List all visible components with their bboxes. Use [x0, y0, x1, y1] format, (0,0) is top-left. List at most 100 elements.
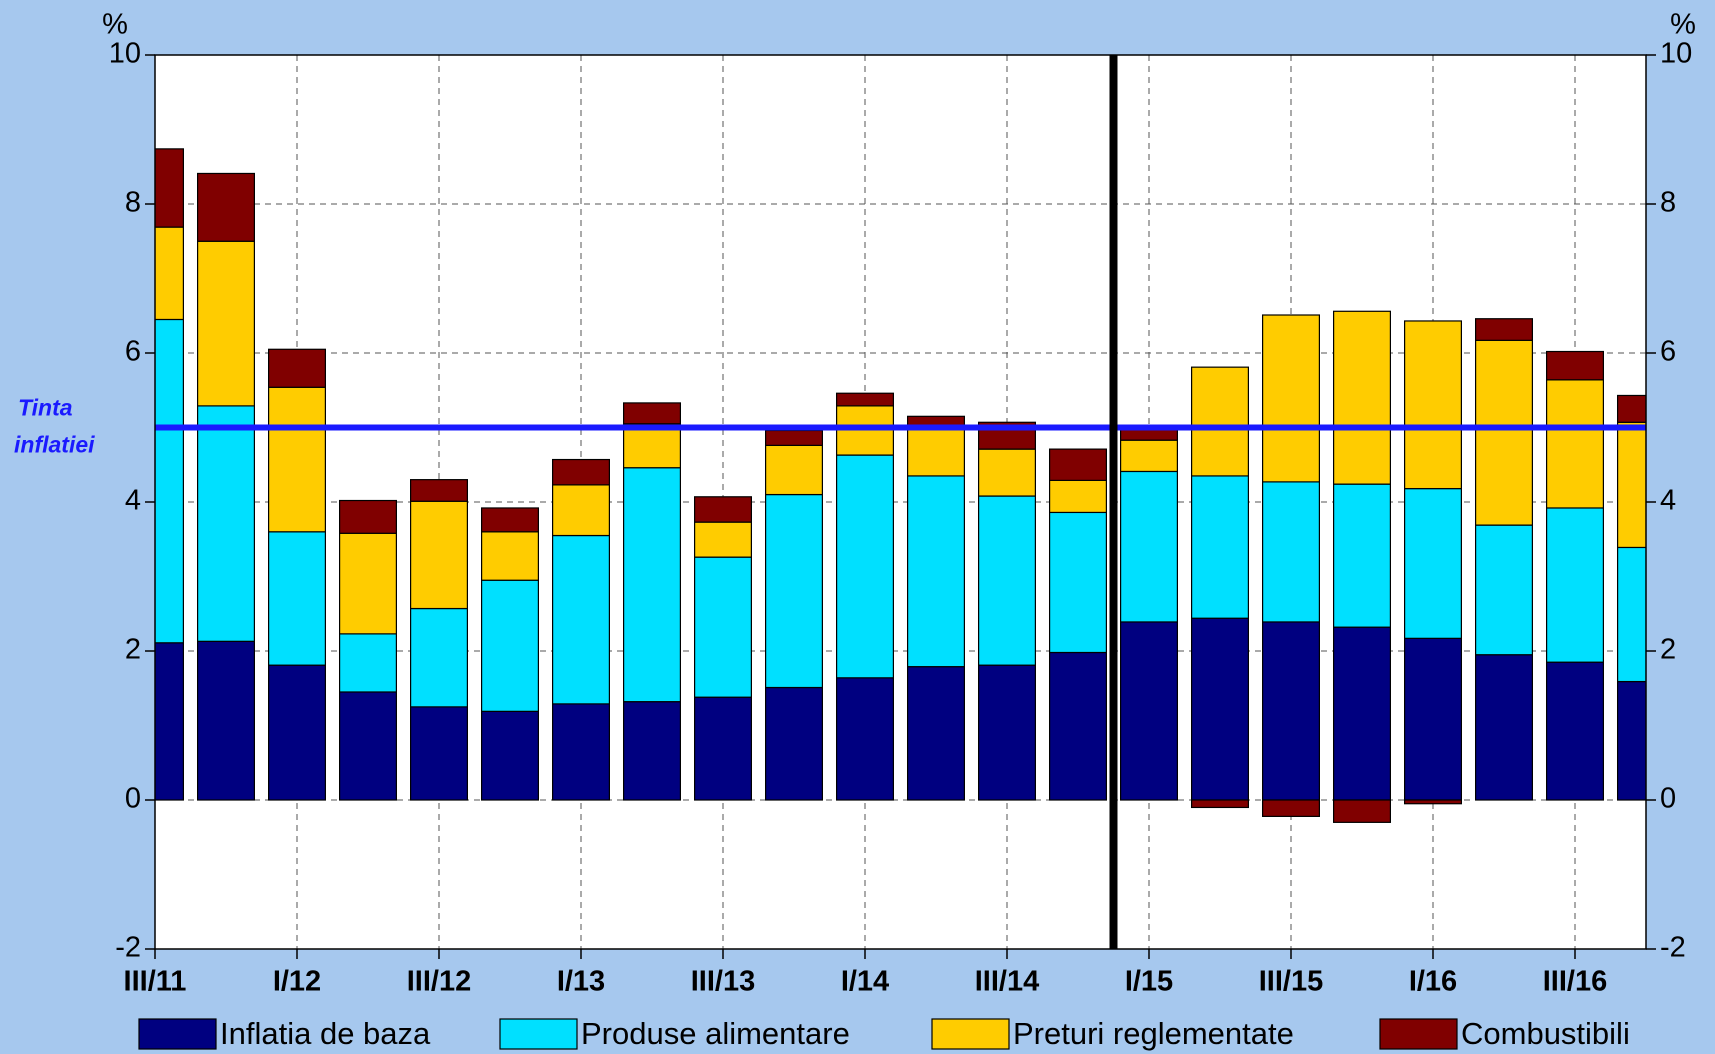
bar-segment [155, 226, 184, 321]
y2-tick-label: 0 [1660, 783, 1676, 815]
bar-segment [1474, 654, 1533, 801]
target-label: inflatiei [14, 432, 95, 458]
bar-segment [155, 318, 184, 644]
y-tick-label: 6 [125, 336, 141, 368]
bar-segment [1403, 487, 1462, 639]
bar-segment [410, 479, 469, 502]
bar-segment [197, 240, 256, 407]
x-tick-label: III/12 [407, 966, 472, 998]
bar-segment [1119, 439, 1178, 473]
bar-segment [693, 556, 752, 698]
bar-segment [1261, 314, 1320, 483]
x-tick-label: III/16 [1543, 966, 1608, 998]
bar-segment [1332, 799, 1391, 823]
bar-segment [764, 686, 823, 801]
y2-tick-label: -2 [1660, 932, 1686, 964]
bar-segment [1403, 320, 1462, 490]
legend-swatch [138, 1018, 217, 1050]
x-tick-label: I/14 [841, 966, 889, 998]
bar-segment [1545, 507, 1604, 663]
plot-area [155, 55, 1646, 949]
bar-segment [551, 534, 610, 705]
bar-segment [197, 172, 256, 242]
bar-segment [197, 405, 256, 642]
bar-segment [622, 467, 681, 703]
y2-tick-label: 6 [1660, 336, 1676, 368]
target-label: Tinta [18, 395, 73, 421]
bar-segment [481, 710, 540, 801]
bar-segment [155, 148, 184, 228]
bar-segment [835, 392, 894, 407]
bar-segment [622, 701, 681, 801]
bar-segment [1332, 626, 1391, 801]
legend-label: Produse alimentare [581, 1016, 850, 1051]
y-tick-label: 0 [125, 783, 141, 815]
bar-segment [622, 423, 681, 469]
bar-segment [835, 677, 894, 801]
bar-segment [339, 499, 398, 534]
legend-label: Preturi reglementate [1013, 1016, 1294, 1051]
legend-label: Inflatia de baza [220, 1016, 431, 1051]
bar-segment [551, 458, 610, 486]
bar-segment [339, 532, 398, 635]
bar-segment [410, 607, 469, 708]
x-tick-label: I/12 [273, 966, 321, 998]
bar-segment [1474, 524, 1533, 656]
bar-segment [1048, 448, 1107, 481]
bar-segment [1048, 511, 1107, 654]
bar-segment [339, 691, 398, 801]
legend-swatch [1379, 1018, 1458, 1050]
x-tick-label: I/13 [557, 966, 605, 998]
y-tick-label: 8 [125, 187, 141, 219]
x-tick-label: III/13 [691, 966, 756, 998]
bar-segment [1261, 621, 1320, 801]
bar-segment [1119, 470, 1178, 623]
bar-segment [906, 425, 965, 477]
y2-tick-label: 10 [1660, 38, 1692, 70]
bar-segment [339, 633, 398, 693]
bar-segment [693, 696, 752, 801]
grid [155, 55, 1646, 949]
bar-segment [1332, 483, 1391, 628]
bar-segment [268, 348, 327, 388]
bar-segment [1474, 339, 1533, 526]
x-tick-label: III/11 [124, 966, 187, 998]
legend-swatch [499, 1018, 578, 1050]
bar-segment [835, 454, 894, 679]
bar-segment [764, 429, 823, 446]
bar-segment [268, 531, 327, 666]
y2-tick-label: 8 [1660, 187, 1676, 219]
bar-segment [764, 493, 823, 689]
bar-segment [622, 402, 681, 425]
bar-segment [1119, 621, 1178, 801]
bar-segment [551, 703, 610, 801]
y-unit: % [102, 9, 128, 41]
y2-unit: % [1670, 9, 1696, 41]
bar-segment [481, 531, 540, 581]
bar-segment [481, 579, 540, 712]
bar-segment [1545, 350, 1604, 381]
bar-segment [1048, 479, 1107, 514]
bar-segment [1545, 661, 1604, 801]
bar-segment [1261, 799, 1320, 817]
bar-segment [1190, 366, 1249, 477]
bar-segment [1261, 481, 1320, 623]
x-tick-label: III/15 [1259, 966, 1324, 998]
bar-segment [1190, 617, 1249, 801]
bar-segment [410, 500, 469, 610]
bar-segment [1332, 310, 1391, 485]
bar-segment [1403, 799, 1462, 805]
bar-segment [197, 640, 256, 801]
bar-segment [410, 706, 469, 801]
y-tick-label: 10 [109, 38, 141, 70]
bar-segment [268, 386, 327, 533]
bar-segment [551, 484, 610, 537]
overlay: -2 0 2 4 6 8 10 -2 0 2 4 6 8 10 III/11 I/12 III/12 I/13 II… [14, 38, 1692, 1052]
bar-segment [1474, 318, 1533, 341]
y2-tick-label: 2 [1660, 634, 1676, 666]
bar-segment [977, 448, 1036, 497]
y-tick-label: 2 [125, 634, 141, 666]
bars [155, 148, 1646, 823]
legend-swatch [931, 1018, 1010, 1050]
